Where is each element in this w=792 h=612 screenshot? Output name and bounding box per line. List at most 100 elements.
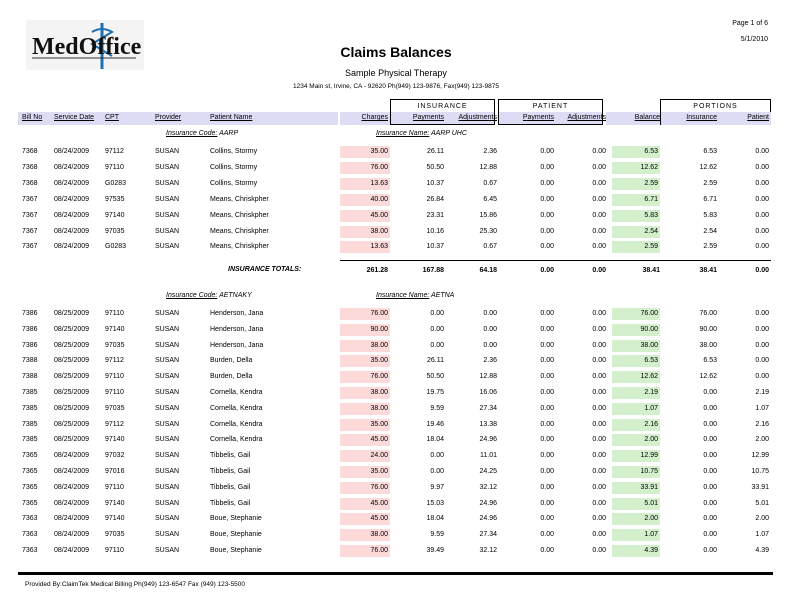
cell-patient-portion: 1.07	[755, 404, 769, 412]
cell-bill-no: 7385	[22, 404, 38, 412]
cell-bill-no: 7385	[22, 420, 38, 428]
table-row: 7367 08/24/2009 97140 SUSAN Means, Chriskphe…	[0, 209, 792, 222]
insurance-name: AARP UHC	[431, 130, 467, 137]
cell-patient-payments: 0.00	[540, 243, 554, 251]
cell-bill-no: 7388	[22, 373, 38, 381]
cell-bill-no: 7388	[22, 357, 38, 365]
cell-insurance-payments: 10.16	[426, 227, 444, 235]
cell-charges: 38.00	[340, 225, 390, 238]
cell-provider: SUSAN	[155, 389, 180, 396]
cell-patient-adjustments: 0.00	[592, 468, 606, 475]
cell-patient-payments: 0.00	[540, 420, 554, 428]
cell-patient-name: Burden, Della	[210, 373, 253, 381]
cell-charges: 76.00	[340, 371, 390, 384]
insurance-name-label: Insurance Name:	[376, 292, 430, 299]
cell-bill-no: 7368	[22, 179, 38, 187]
cell-patient-payments: 0.00	[540, 341, 554, 349]
cell-patient-name: Means, Chriskpher	[210, 243, 269, 251]
cell-insurance-payments: 18.04	[426, 436, 444, 444]
group-patient: PATIENT	[498, 99, 603, 112]
column-header-service-date: Service Date	[54, 114, 95, 121]
cell-patient-name: Means, Chriskpher	[210, 195, 269, 203]
cell-insurance-payments: 0.00	[430, 341, 444, 349]
cell-provider: SUSAN	[155, 211, 180, 219]
cell-balance: 6.53	[612, 355, 660, 368]
cell-charges: 45.00	[340, 209, 390, 222]
cell-insurance-adjustments: 24.25	[479, 468, 497, 475]
header-band	[606, 112, 660, 125]
column-header-provider: Provider	[155, 114, 182, 121]
cell-provider: SUSAN	[155, 357, 180, 365]
table-row: 7363 08/24/2009 97110 SUSAN Boue, Stephanie 7…	[0, 545, 792, 557]
cell-provider: SUSAN	[155, 310, 180, 317]
cell-insurance-payments: 26.11	[427, 357, 444, 365]
cell-service-date: 08/24/2009	[54, 499, 90, 507]
page-number: Page 1 of 6	[732, 20, 768, 27]
cell-patient-adjustments: 0.00	[592, 357, 606, 365]
cell-patient-adjustments: 0.00	[592, 499, 606, 507]
cell-bill-no: 7386	[22, 325, 38, 333]
cell-insurance-adjustments: 0.00	[483, 325, 497, 333]
cell-insurance-adjustments: 64.18	[479, 267, 497, 274]
cell-insurance-payments: 23.31	[426, 211, 444, 219]
cell-patient-name: Tibbelis, Gail	[210, 468, 251, 475]
cell-insurance-adjustments: 24.96	[479, 436, 497, 444]
cell-charges: 35.00	[340, 355, 390, 368]
cell-balance: 2.59	[612, 241, 660, 254]
column-header-patient-portion: Patient	[747, 114, 769, 121]
cell-bill-no: 7367	[22, 243, 38, 251]
cell-insurance-adjustments: 15.86	[479, 211, 497, 219]
cell-service-date: 08/25/2009	[54, 325, 90, 333]
practice-address: 1234 Main st, Irvine, CA - 92620 Ph(949)…	[293, 83, 499, 90]
cell-cpt: 97110	[105, 389, 124, 396]
cell-balance: 2.00	[612, 434, 660, 447]
group-portions: PORTIONS	[660, 99, 771, 112]
cell-cpt: 97112	[105, 148, 124, 155]
cell-charges: 45.00	[340, 513, 390, 526]
cell-patient-payments: 0.00	[540, 404, 554, 412]
cell-charges: 38.00	[340, 387, 390, 399]
cell-service-date: 08/25/2009	[54, 357, 90, 365]
cell-charges: 76.00	[340, 308, 390, 320]
column-header-patient-payments: Payments	[522, 114, 554, 121]
cell-insurance-payments: 0.00	[430, 325, 444, 333]
cell-insurance-adjustments: 12.88	[479, 373, 497, 381]
cell-patient-payments: 0.00	[540, 483, 554, 491]
cell-patient-adjustments: 0.00	[592, 325, 606, 333]
cell-service-date: 08/24/2009	[54, 243, 90, 251]
column-header-bill-no: Bill No	[22, 114, 43, 121]
cell-patient-name: Henderson, Jana	[210, 310, 264, 317]
cell-patient-name: Tibbelis, Gail	[210, 499, 251, 507]
header-band	[660, 112, 771, 125]
cell-insurance-payments: 15.03	[426, 499, 444, 507]
cell-patient-adjustments: 0.00	[592, 211, 606, 219]
cell-insurance-payments: 9.59	[430, 531, 444, 539]
cell-service-date: 08/24/2009	[54, 148, 90, 155]
cell-insurance-payments: 39.49	[426, 547, 444, 554]
header-band	[498, 112, 603, 125]
cell-provider: SUSAN	[155, 420, 180, 428]
cell-patient-name: Cornella, Kendra	[210, 420, 263, 428]
cell-patient-portion: 0.00	[755, 179, 769, 187]
cell-patient-payments: 0.00	[540, 163, 554, 171]
cell-patient-portion: 10.75	[751, 468, 769, 475]
cell-insurance-adjustments: 6.45	[483, 195, 497, 203]
cell-patient-portion: 0.00	[755, 325, 769, 333]
cell-patient-adjustments: 0.00	[592, 547, 606, 554]
cell-charges: 24.00	[340, 450, 390, 463]
cell-insurance-portion: 2.59	[703, 243, 717, 251]
cell-insurance-portion: 0.00	[703, 515, 717, 523]
cell-provider: SUSAN	[155, 499, 180, 507]
cell-charges: 90.00	[340, 323, 390, 336]
cell-insurance-adjustments: 24.96	[479, 499, 497, 507]
table-row: 7388 08/25/2009 97110 SUSAN Burden, Della 76.…	[0, 371, 792, 384]
cell-patient-payments: 0.00	[540, 468, 554, 475]
table-row: 7368 08/24/2009 97112 SUSAN Collins, Stormy 3…	[0, 146, 792, 158]
table-row: 7367 08/24/2009 97035 SUSAN Means, Chriskphe…	[0, 225, 792, 238]
cell-insurance-portion: 0.00	[703, 531, 717, 539]
cell-balance: 1.07	[612, 402, 660, 415]
cell-insurance-payments: 50.50	[426, 163, 444, 171]
cell-charges: 13.63	[340, 177, 390, 190]
cell-balance: 76.00	[612, 308, 660, 320]
